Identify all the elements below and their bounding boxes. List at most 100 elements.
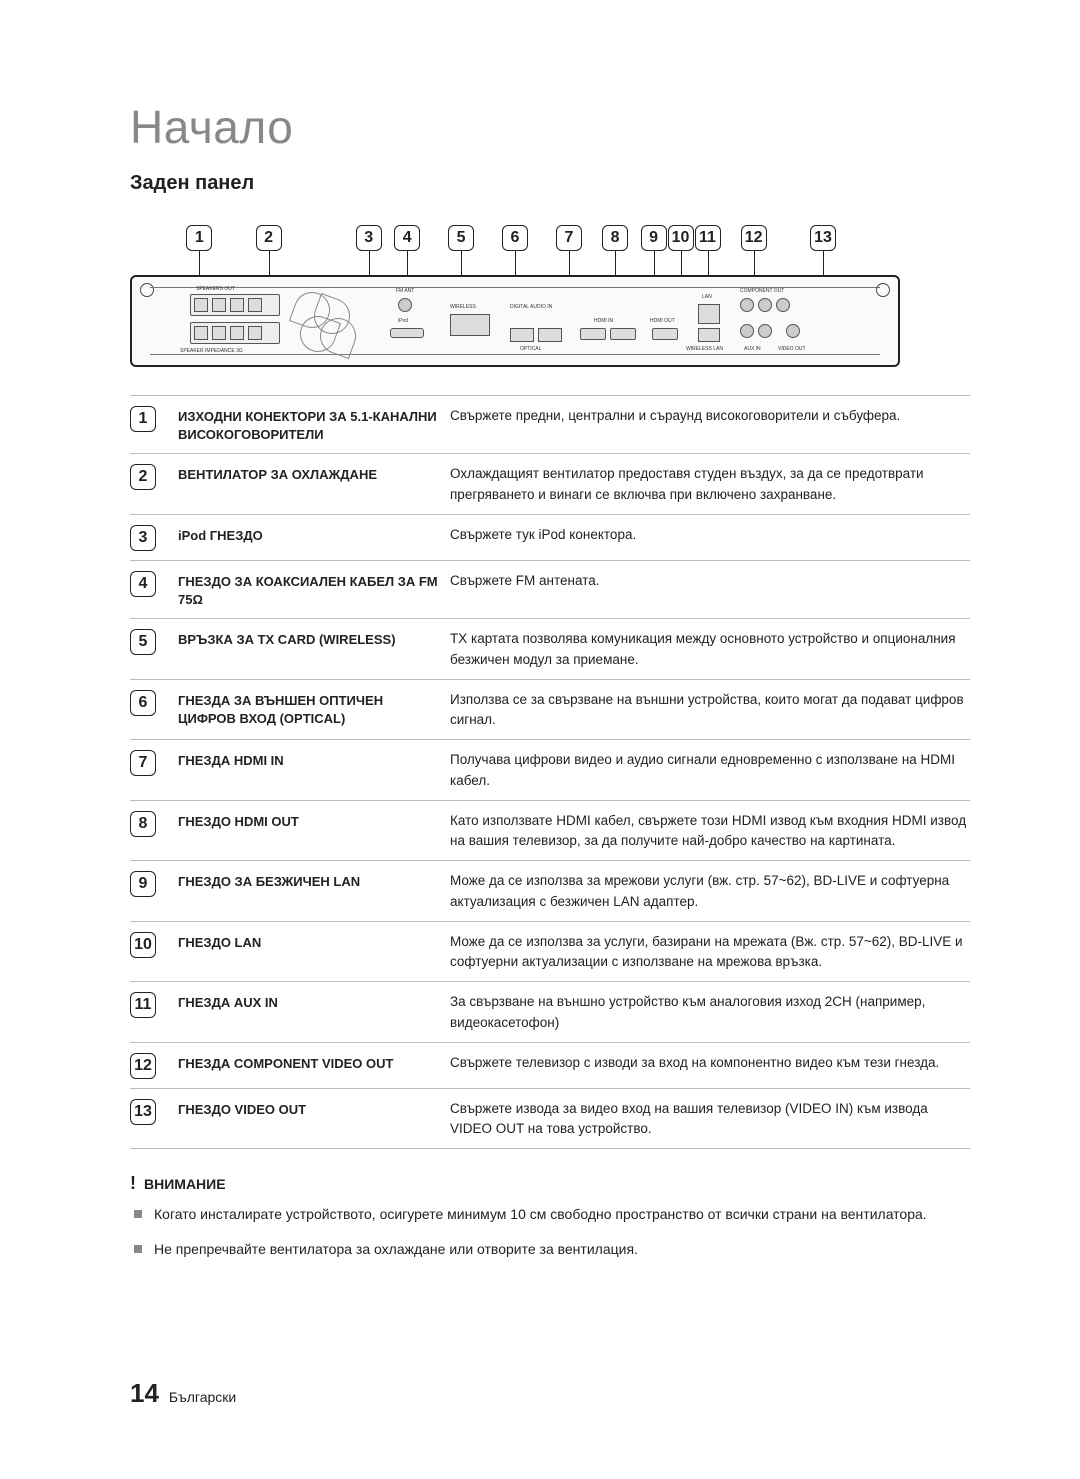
- row-number: 1: [130, 406, 156, 432]
- table-row: 2 ВЕНТИЛАТОР ЗА ОХЛАЖДАНЕ Охлаждащият вент…: [130, 454, 970, 515]
- table-row: 5ВРЪЗКА ЗА TX CARD (WIRELESS)TX картата …: [130, 619, 970, 680]
- warning-heading: ! ВНИМАНИЕ: [130, 1173, 970, 1194]
- callout-leader-line: [461, 251, 462, 275]
- callout-leader-line: [515, 251, 516, 275]
- row-name: iPod ГНЕЗДО: [178, 525, 438, 545]
- row-number: 13: [130, 1099, 156, 1125]
- diagram-label: iPod: [398, 318, 408, 324]
- diagram-label: WIRELESS: [450, 304, 476, 310]
- callout-number: 7: [556, 225, 582, 251]
- diagram-label: DIGITAL AUDIO IN: [510, 304, 552, 310]
- diagram-label: FM ANT: [396, 288, 414, 294]
- callout-number: 4: [394, 225, 420, 251]
- callout-leader-line: [369, 251, 370, 275]
- row-name: ГНЕЗДО HDMI OUT: [178, 811, 438, 831]
- diagram-label: WIRELESS LAN: [686, 346, 723, 352]
- row-number: 11: [130, 992, 156, 1018]
- row-number-cell: 2: [130, 464, 166, 490]
- section-title: Заден панел: [130, 172, 970, 195]
- row-number: 7: [130, 750, 156, 776]
- row-name: ВЕНТИЛАТОР ЗА ОХЛАЖДАНЕ: [178, 464, 438, 484]
- warning-item: Не препречвайте вентилатора за охлаждане…: [154, 1239, 970, 1260]
- diagram-label: HDMI OUT: [650, 318, 675, 324]
- row-name: ГНЕЗДА ЗА ВЪНШЕН ОПТИЧЕН ЦИФРОВ ВХОД (OP…: [178, 690, 438, 728]
- row-description: Свържете FM антената.: [450, 571, 970, 591]
- table-row: 6 ГНЕЗДА ЗА ВЪНШЕН ОПТИЧЕН ЦИФРОВ ВХОД (O…: [130, 680, 970, 741]
- row-name: ГНЕЗДО ЗА КОАКСИАЛЕН КАБЕЛ ЗА FM 75Ω: [178, 571, 438, 609]
- table-row: 10 ГНЕЗДО LAN Може да се използва за услуг…: [130, 922, 970, 983]
- row-number-cell: 4: [130, 571, 166, 597]
- callout-leader-line: [199, 251, 200, 275]
- row-description: За свързване на външно устройство към ан…: [450, 992, 970, 1033]
- table-row: 3iPod ГНЕЗДОСвържете тук iPod конектора.: [130, 515, 970, 561]
- connector-table: 1ИЗХОДНИ КОНЕКТОРИ ЗА 5.1-КАНАЛНИ ВИСОКО…: [130, 395, 970, 1149]
- row-description: Може да се използва за услуги, базирани …: [450, 932, 970, 973]
- warning-heading-text: ВНИМАНИЕ: [144, 1176, 226, 1192]
- row-description: Охлаждащият вентилатор предоставя студен…: [450, 464, 970, 505]
- rear-panel-diagram: SPEAKERS OUT SPEAKER IMPEDANCE 3Ω FM ANT…: [130, 275, 900, 367]
- row-number: 12: [130, 1053, 156, 1079]
- row-number-cell: 12: [130, 1053, 166, 1079]
- table-row: 9ГНЕЗДО ЗА БЕЗЖИЧЕН LANМоже да се използ…: [130, 861, 970, 922]
- diagram-label: SPEAKER IMPEDANCE 3Ω: [180, 348, 243, 354]
- row-description: Като използвате HDMI кабел, свържете тоз…: [450, 811, 970, 852]
- diagram-label: SPEAKERS OUT: [196, 286, 235, 292]
- callout-leader-line: [754, 251, 755, 275]
- page-footer: 14 Български: [130, 1378, 236, 1409]
- callout-leader-line: [708, 251, 709, 275]
- row-number: 2: [130, 464, 156, 490]
- callout-number: 6: [502, 225, 528, 251]
- diagram-label: COMPONENT OUT: [740, 288, 784, 294]
- row-number-cell: 1: [130, 406, 166, 432]
- row-number-cell: 8: [130, 811, 166, 837]
- callout-leader-line: [269, 251, 270, 275]
- row-number: 4: [130, 571, 156, 597]
- row-name: ГНЕЗДО ЗА БЕЗЖИЧЕН LAN: [178, 871, 438, 891]
- callout-number: 3: [356, 225, 382, 251]
- callout-number: 11: [695, 225, 721, 251]
- callout-leader-line: [407, 251, 408, 275]
- row-name: ГНЕЗДО LAN: [178, 932, 438, 952]
- row-description: Получава цифрови видео и аудио сигнали е…: [450, 750, 970, 791]
- table-row: 13ГНЕЗДО VIDEO OUTСвържете извода за вид…: [130, 1089, 970, 1150]
- row-name: ГНЕЗДО VIDEO OUT: [178, 1099, 438, 1119]
- callout-number: 2: [256, 225, 282, 251]
- row-number-cell: 6: [130, 690, 166, 716]
- row-name: ВРЪЗКА ЗА TX CARD (WIRELESS): [178, 629, 438, 649]
- row-number: 3: [130, 525, 156, 551]
- language-label: Български: [169, 1389, 236, 1405]
- callout-leader-line: [654, 251, 655, 275]
- table-row: 1ИЗХОДНИ КОНЕКТОРИ ЗА 5.1-КАНАЛНИ ВИСОКО…: [130, 395, 970, 454]
- table-row: 11ГНЕЗДА AUX INЗа свързване на външно ус…: [130, 982, 970, 1043]
- page-number: 14: [130, 1378, 159, 1408]
- row-name: ГНЕЗДА HDMI IN: [178, 750, 438, 770]
- row-number-cell: 11: [130, 992, 166, 1018]
- diagram-label: VIDEO OUT: [778, 346, 806, 352]
- callout-leader-line: [569, 251, 570, 275]
- row-number-cell: 7: [130, 750, 166, 776]
- callout-number: 1: [186, 225, 212, 251]
- callout-row: 12345678910111213: [130, 225, 900, 275]
- row-number-cell: 3: [130, 525, 166, 551]
- table-row: 7 ГНЕЗДА HDMI IN Получава цифрови видео и …: [130, 740, 970, 801]
- row-description: Свържете телевизор с изводи за вход на к…: [450, 1053, 970, 1073]
- page-title: Начало: [130, 100, 970, 154]
- diagram-label: AUX IN: [744, 346, 761, 352]
- table-row: 4 ГНЕЗДО ЗА КОАКСИАЛЕН КАБЕЛ ЗА FM 75Ω Свъ…: [130, 561, 970, 619]
- row-number: 10: [130, 932, 156, 958]
- row-name: ГНЕЗДА COMPONENT VIDEO OUT: [178, 1053, 438, 1073]
- diagram-label: LAN: [702, 294, 712, 300]
- callout-number: 12: [741, 225, 767, 251]
- row-description: Свържете предни, централни и съраунд вис…: [450, 406, 970, 426]
- callout-number: 9: [641, 225, 667, 251]
- callout-leader-line: [823, 251, 824, 275]
- callout-leader-line: [615, 251, 616, 275]
- row-number: 6: [130, 690, 156, 716]
- diagram-label: OPTICAL: [520, 346, 541, 352]
- row-number-cell: 13: [130, 1099, 166, 1125]
- row-description: Използва се за свързване на външни устро…: [450, 690, 970, 731]
- callout-number: 13: [810, 225, 836, 251]
- row-number: 5: [130, 629, 156, 655]
- row-number: 8: [130, 811, 156, 837]
- callout-number: 8: [602, 225, 628, 251]
